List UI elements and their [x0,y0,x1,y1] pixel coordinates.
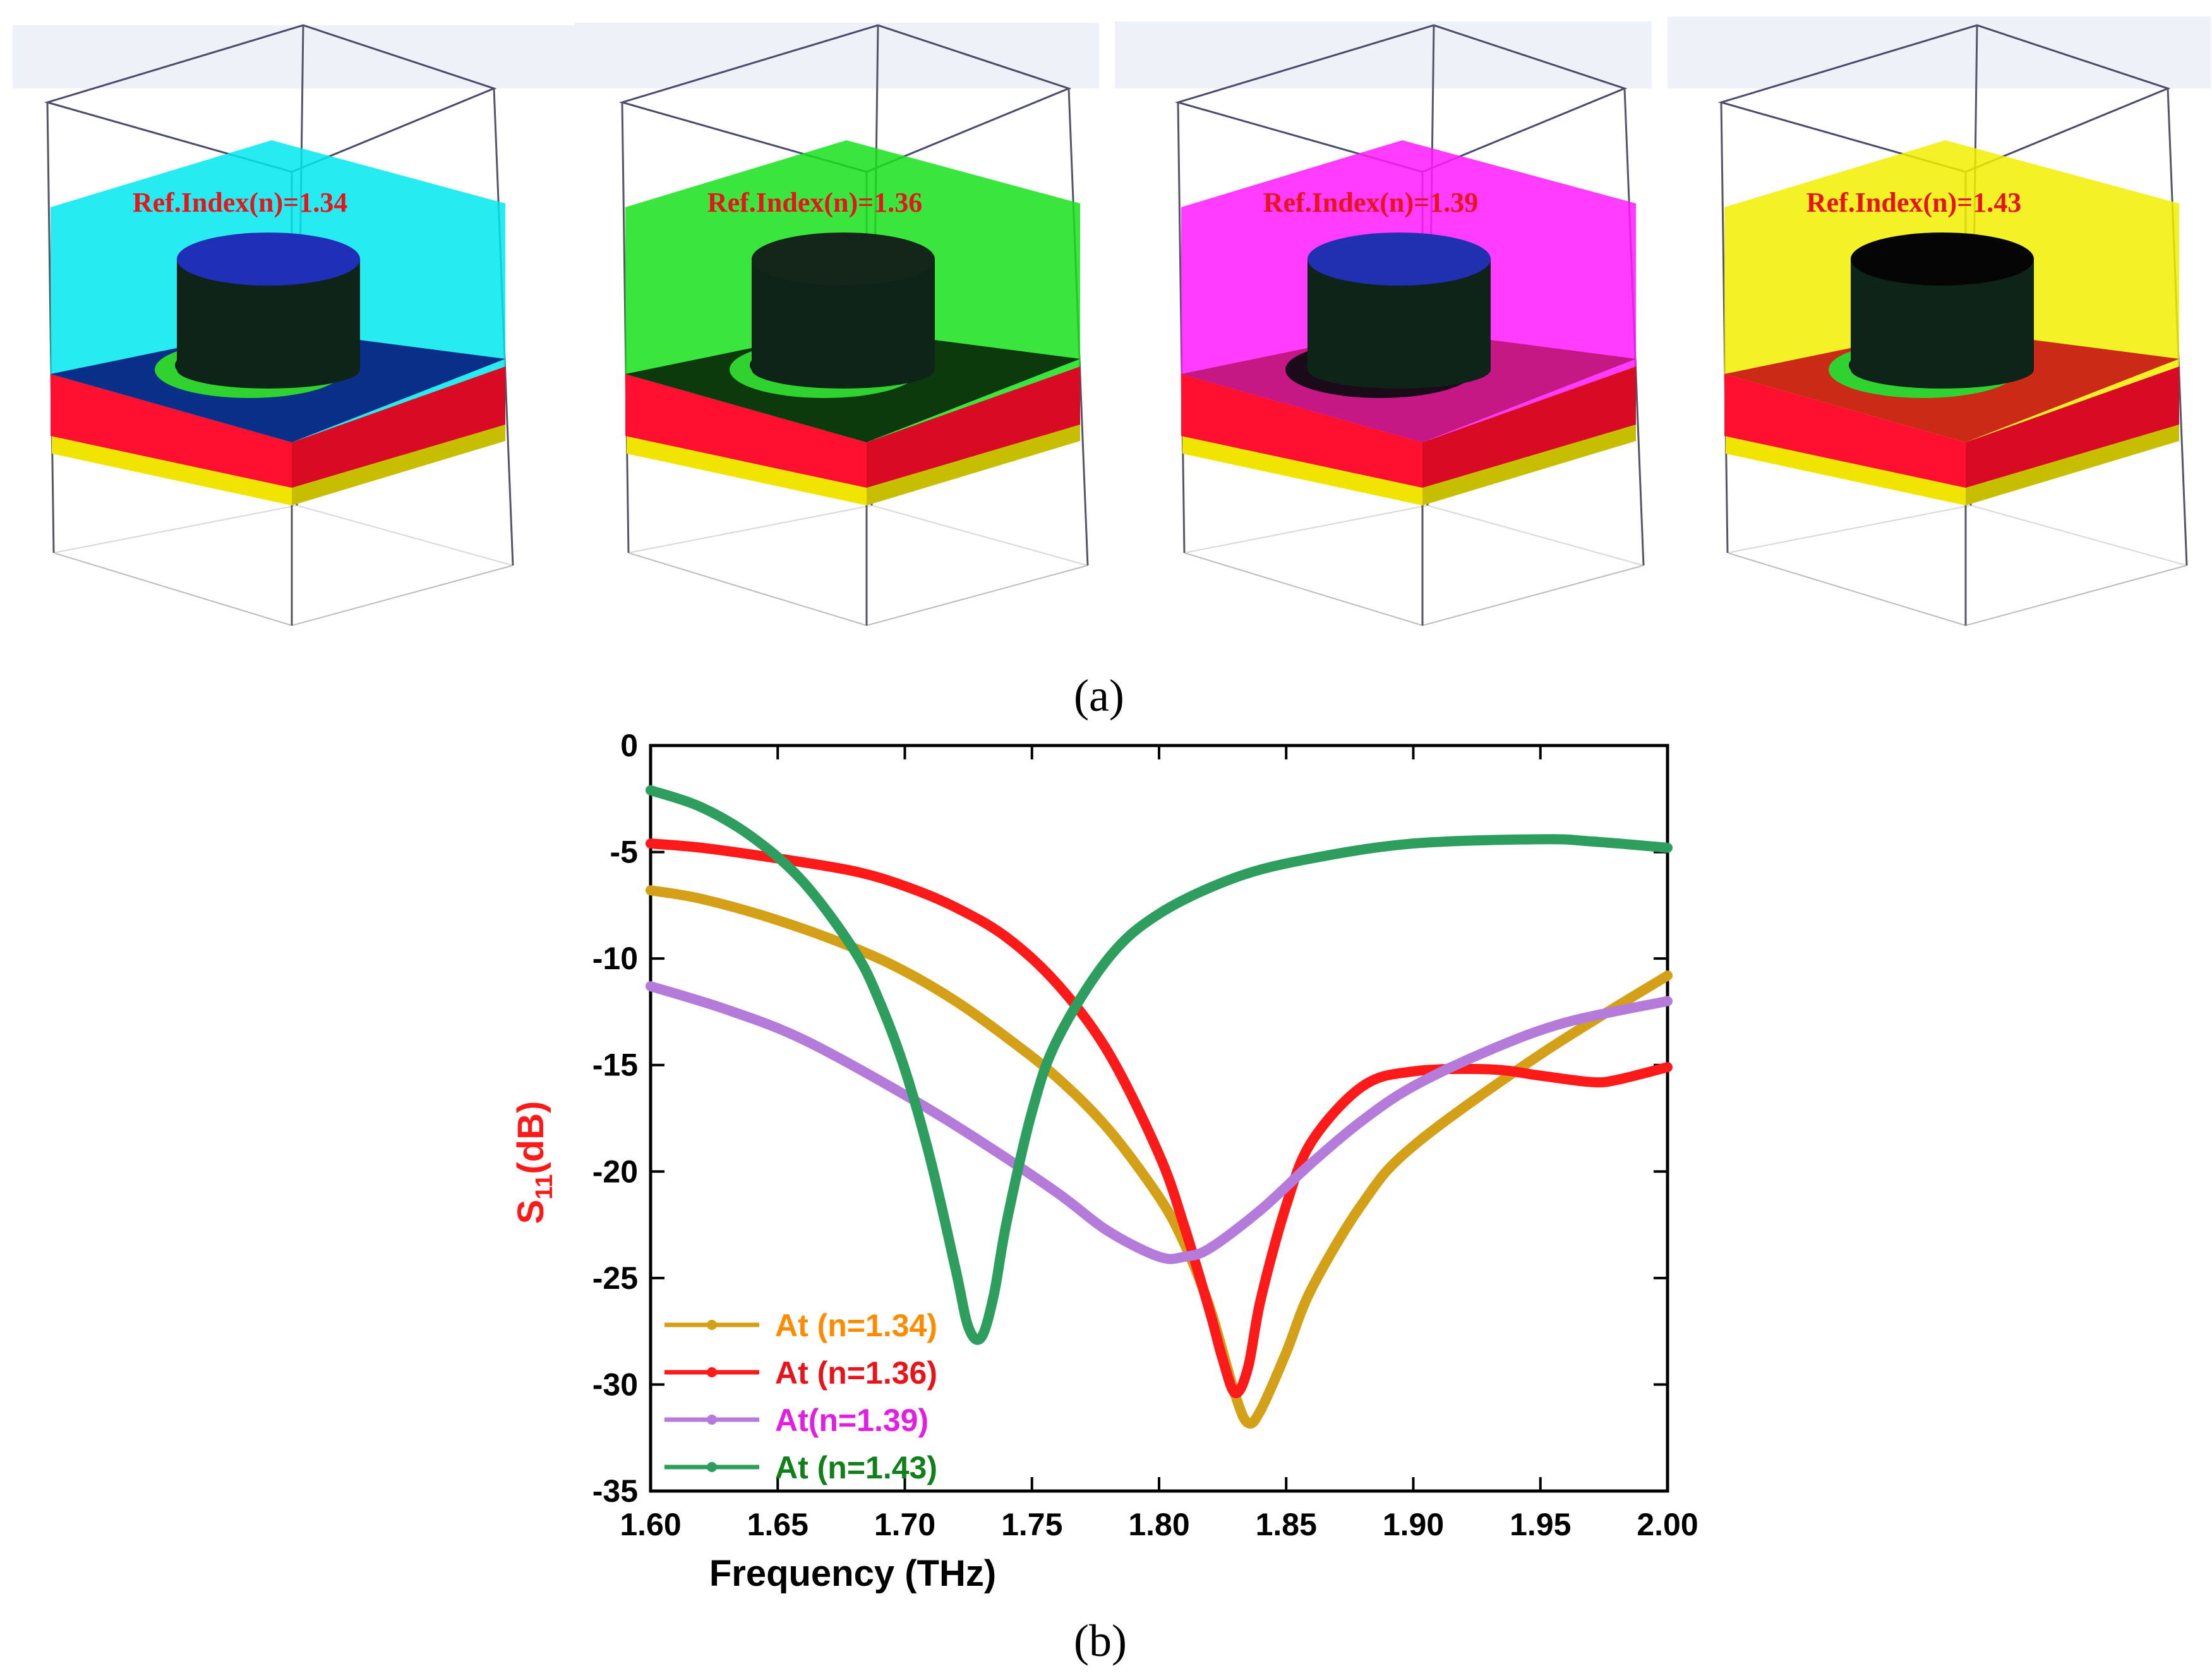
legend-marker [707,1320,717,1331]
render-background [575,23,1099,88]
box-wireframe-bottom-back [1184,504,1644,566]
legend-marker [707,1367,717,1378]
legend-label: At (n=1.43) [775,1450,937,1485]
substrate-front [1181,374,1422,488]
unit-cell-renderings: Ref.Index(n)=1.34 Ref.Index(n)=1.36 Ref.In… [13,16,2211,627]
s11-chart: 1.60 1.65 1.70 1.75 1.80 1.85 1.90 1.95 2.00 0 -5 -… [510,728,1698,1594]
y-tick-label: 0 [620,728,638,763]
refractive-index-label: Ref.Index(n)=1.39 [1263,187,1478,218]
x-axis-title: Frequency (THz) [709,1553,996,1594]
y-tick-label: -5 [610,835,638,870]
render-background [1115,21,1652,88]
substrate-side [867,366,1080,488]
box-wireframe-bottom [1727,552,2187,627]
panel-label-a: (a) [1074,670,1124,721]
x-tick-label: 1.75 [1001,1507,1062,1542]
x-tick-label: 2.00 [1637,1507,1698,1542]
refractive-index-label: Ref.Index(n)=1.34 [133,187,347,218]
x-tick-label: 1.90 [1383,1507,1444,1542]
resonator-cylinder-bottom [752,351,935,389]
ground-plane-side [292,425,505,505]
legend-label: At(n=1.39) [775,1403,929,1438]
x-tick-label: 1.60 [620,1507,681,1542]
y-tick-label: -15 [592,1048,638,1083]
unit-cell-4: Ref.Index(n)=1.43 [1717,24,2188,627]
y-tick-label: -25 [592,1260,638,1296]
refractive-index-label: Ref.Index(n)=1.43 [1806,187,2021,218]
y-tick-label: -20 [592,1154,638,1189]
box-wireframe-bottom-back [53,504,514,566]
legend-marker [707,1415,717,1425]
x-tick-label: 1.85 [1256,1507,1317,1542]
x-tick-label: 1.95 [1510,1507,1571,1542]
x-tick-label: 1.80 [1128,1507,1189,1542]
ground-plane-side [867,425,1080,505]
ground-plane-front [1726,436,1966,505]
box-wireframe-bottom-back [1727,504,2187,566]
legend-label: At (n=1.36) [775,1355,937,1391]
unit-cell-1: Ref.Index(n)=1.34 [44,24,514,627]
box-wireframe-bottom [53,552,514,627]
substrate-side [1422,366,1636,488]
resonator-cylinder-bottom [1851,351,2034,389]
substrate-side [292,366,505,488]
box-wireframe-bottom [1184,552,1644,627]
series-line-2 [646,838,1673,1398]
substrate-side [1966,366,2179,488]
substrate-front [625,374,867,488]
box-wireframe-bottom-back [628,504,1088,566]
x-tick-label: 1.70 [874,1507,935,1542]
x-tick-label: 1.65 [747,1507,808,1542]
y-tick-label: -10 [592,941,638,976]
ground-plane-side [1966,425,2179,505]
render-background [1668,16,2211,88]
substrate-front [1724,374,1966,488]
ground-plane-side [1422,425,1636,505]
unit-cell-3: Ref.Index(n)=1.39 [1174,24,1645,627]
legend-marker [707,1462,717,1473]
resonator-cap [752,233,935,286]
resonator-cap [1851,233,2034,286]
series-line-3 [646,981,1673,1264]
y-tick-label: -35 [592,1473,638,1509]
y-tick-label: -30 [592,1367,638,1402]
resonator-cylinder-bottom [1307,351,1491,389]
box-wireframe-bottom [628,552,1088,627]
y-axis-title: S11(dB) [510,1101,558,1224]
ground-plane-front [1182,436,1422,505]
legend-label: At (n=1.34) [775,1308,937,1343]
refractive-index-label: Ref.Index(n)=1.36 [707,187,922,218]
ground-plane-front [52,436,292,505]
resonator-cylinder-bottom [177,351,360,389]
panel-label-b: (b) [1074,1616,1127,1666]
resonator-cap [1307,233,1491,286]
ground-plane-front [627,436,867,505]
render-background [13,25,575,88]
unit-cell-2: Ref.Index(n)=1.36 [618,24,1089,627]
resonator-cap [177,233,360,286]
series-line-4 [646,785,1673,1345]
substrate-front [51,374,292,488]
